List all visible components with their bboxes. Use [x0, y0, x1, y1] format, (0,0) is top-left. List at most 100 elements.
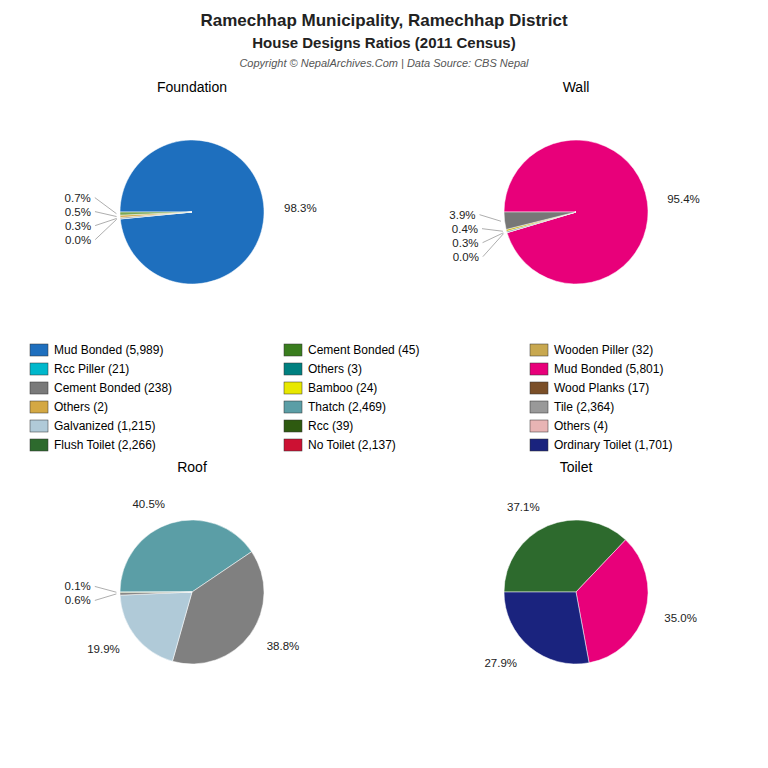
data-label: 98.3%: [284, 202, 317, 214]
legend-item: Galvanized (1,215): [30, 419, 155, 433]
data-label: 0.0%: [453, 251, 479, 263]
data-label: 0.7%: [65, 192, 91, 204]
slice: [120, 140, 264, 284]
data-label: 0.0%: [65, 234, 91, 246]
legend-label: Flush Toilet (2,266): [54, 438, 156, 452]
legend-item: Thatch (2,469): [284, 400, 386, 414]
chart-title: Wall: [563, 79, 590, 95]
data-label: 0.4%: [452, 223, 478, 235]
legend-item: Mud Bonded (5,801): [530, 362, 663, 376]
leader-line: [483, 234, 504, 257]
legend-swatch: [284, 401, 302, 413]
legend-label: Wooden Piller (32): [554, 343, 653, 357]
leader-line: [95, 219, 117, 239]
legend-swatch: [284, 363, 302, 375]
data-label: 0.6%: [65, 594, 91, 606]
data-label: 37.1%: [507, 501, 540, 513]
legend-label: Others (2): [54, 400, 108, 414]
data-label: 19.9%: [87, 643, 120, 655]
legend-label: Thatch (2,469): [308, 400, 386, 414]
legend-swatch: [530, 344, 548, 356]
legend-label: Ordinary Toilet (1,701): [554, 438, 673, 452]
legend-item: Others (2): [30, 400, 108, 414]
slices: [504, 520, 648, 664]
legend-swatch: [284, 382, 302, 394]
legend-item: Wooden Piller (32): [530, 343, 653, 357]
legend-item: Wood Planks (17): [530, 381, 649, 395]
legend-label: Others (4): [554, 419, 608, 433]
legend-swatch: [284, 439, 302, 451]
pie-chart: Foundation98.3%0.7%0.5%0.3%0.0%: [65, 79, 317, 284]
legend-swatch: [30, 420, 48, 432]
legend-swatch: [30, 382, 48, 394]
legend-item: Flush Toilet (2,266): [30, 438, 156, 452]
slices: [504, 140, 648, 284]
data-label: 3.9%: [449, 209, 475, 221]
chart-root: Ramechhap Municipality, Ramechhap Distri…: [0, 0, 768, 768]
data-label: 0.1%: [65, 580, 91, 592]
slices: [120, 140, 264, 284]
leader-line: [95, 212, 117, 217]
pie-chart: Roof40.5%38.8%19.9%0.1%0.6%: [65, 459, 300, 664]
legend-label: Galvanized (1,215): [54, 419, 155, 433]
slice: [576, 540, 648, 663]
slice: [120, 592, 192, 595]
legend-label: Cement Bonded (45): [308, 343, 419, 357]
leader-line: [482, 229, 503, 232]
legend-label: Others (3): [308, 362, 362, 376]
legend-item: Bamboo (24): [284, 381, 377, 395]
leader-line: [95, 586, 117, 592]
data-label: 0.3%: [452, 237, 478, 249]
legend-item: Cement Bonded (45): [284, 343, 419, 357]
legend-swatch: [530, 420, 548, 432]
data-label: 40.5%: [132, 498, 165, 510]
chart-title: Toilet: [560, 459, 593, 475]
legend: Mud Bonded (5,989) Cement Bonded (45) Wood…: [30, 343, 673, 452]
data-label: 35.0%: [664, 612, 697, 624]
slice: [504, 592, 589, 664]
annotation: Copyright © NepalArchives.Com | Data Sou…: [239, 57, 529, 69]
legend-item: Cement Bonded (238): [30, 381, 172, 395]
legend-swatch: [30, 401, 48, 413]
pie-chart: Toilet37.1%35.0%27.9%: [484, 459, 697, 669]
legend-swatch: [30, 363, 48, 375]
legend-label: Mud Bonded (5,801): [554, 362, 663, 376]
data-labels: 40.5%38.8%19.9%0.1%0.6%: [65, 498, 300, 655]
chart-title: Foundation: [157, 79, 227, 95]
legend-swatch: [530, 363, 548, 375]
pie-chart: Wall 95.4% 3.9% 0.4% 0.3% 0.0%: [449, 79, 699, 284]
slice: [120, 592, 192, 661]
legend-swatch: [30, 439, 48, 451]
legend-item: Tile (2,364): [530, 400, 614, 414]
legend-item: Ordinary Toilet (1,701): [530, 438, 673, 452]
data-labels: 98.3%0.7%0.5%0.3%0.0%: [65, 192, 317, 246]
legend-item: Others (3): [284, 362, 362, 376]
data-labels: 95.4% 3.9% 0.4% 0.3% 0.0%: [449, 193, 699, 263]
legend-swatch: [530, 439, 548, 451]
legend-item: Others (4): [530, 419, 608, 433]
legend-swatch: [284, 420, 302, 432]
legend-swatch: [530, 382, 548, 394]
leader-line: [95, 198, 117, 214]
slice: [504, 140, 648, 284]
legend-swatch: [284, 344, 302, 356]
subtitle: House Designs Ratios (2011 Census): [252, 34, 515, 51]
legend-item: Rcc (39): [284, 419, 353, 433]
leader-line: [480, 215, 501, 222]
title: Ramechhap Municipality, Ramechhap Distri…: [200, 11, 567, 30]
legend-label: Rcc (39): [308, 419, 353, 433]
legend-label: Rcc Piller (21): [54, 362, 129, 376]
data-label: 95.4%: [667, 193, 700, 205]
data-label: 0.3%: [65, 220, 91, 232]
legend-label: No Toilet (2,137): [308, 438, 396, 452]
slice: [120, 592, 192, 593]
legend-swatch: [30, 344, 48, 356]
legend-item: Rcc Piller (21): [30, 362, 129, 376]
legend-label: Tile (2,364): [554, 400, 614, 414]
slice: [120, 212, 192, 215]
slices: [120, 520, 264, 664]
legend-label: Mud Bonded (5,989): [54, 343, 163, 357]
slice: [120, 212, 192, 217]
slice: [120, 212, 192, 219]
leader-line: [95, 594, 117, 601]
